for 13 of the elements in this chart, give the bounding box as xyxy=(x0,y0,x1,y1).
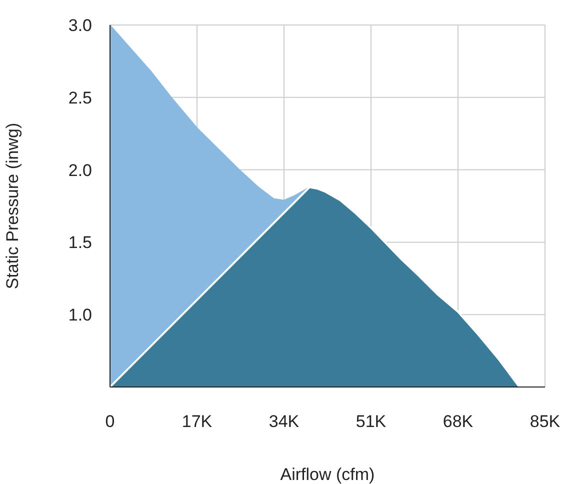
x-tick-label: 0 xyxy=(105,412,115,432)
x-tick-label: 34K xyxy=(268,412,300,432)
y-tick-label: 2.0 xyxy=(68,160,92,180)
x-tick-label: 17K xyxy=(182,412,213,432)
y-tick-label: 3.0 xyxy=(68,16,92,36)
x-axis-title: Airflow (cfm) xyxy=(280,465,375,484)
x-tick-label: 51K xyxy=(356,412,387,432)
x-tick-label: 68K xyxy=(442,412,474,432)
y-tick-label: 1.0 xyxy=(68,306,92,325)
y-tick-label: 1.5 xyxy=(68,233,92,252)
y-tick-label: 2.5 xyxy=(68,88,92,108)
y-axis-title: Static Pressure (inwg) xyxy=(3,122,22,290)
x-tick-label: 85K xyxy=(530,412,561,432)
